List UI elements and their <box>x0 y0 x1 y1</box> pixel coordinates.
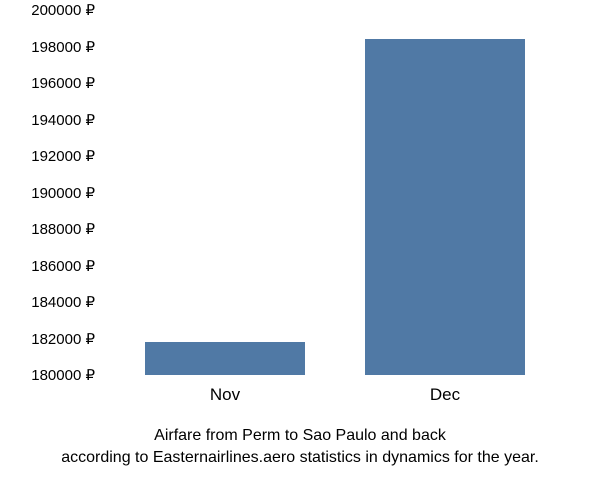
y-axis-tick-label: 198000 ₽ <box>31 38 95 56</box>
plot-area <box>100 10 540 375</box>
y-axis-tick-label: 186000 ₽ <box>31 257 95 275</box>
y-axis-tick-label: 182000 ₽ <box>31 330 95 348</box>
caption-line-2: according to Easternairlines.aero statis… <box>0 447 600 469</box>
y-axis-tick-label: 180000 ₽ <box>31 366 95 384</box>
chart-container: 200000 ₽ 198000 ₽ 196000 ₽ 194000 ₽ 192000 ₽… <box>0 0 600 500</box>
y-axis-tick-label: 194000 ₽ <box>31 111 95 129</box>
y-axis-tick-label: 184000 ₽ <box>31 293 95 311</box>
x-axis-label-dec: Dec <box>430 385 460 405</box>
bar-dec <box>365 39 525 375</box>
x-axis-label-nov: Nov <box>210 385 240 405</box>
y-axis-tick-label: 190000 ₽ <box>31 184 95 202</box>
chart-caption: Airfare from Perm to Sao Paulo and back … <box>0 425 600 470</box>
y-axis-tick-label: 196000 ₽ <box>31 74 95 92</box>
y-axis-tick-label: 192000 ₽ <box>31 147 95 165</box>
y-axis-tick-label: 188000 ₽ <box>31 220 95 238</box>
y-axis-tick-label: 200000 ₽ <box>31 1 95 19</box>
bar-nov <box>145 342 305 375</box>
caption-line-1: Airfare from Perm to Sao Paulo and back <box>0 425 600 447</box>
